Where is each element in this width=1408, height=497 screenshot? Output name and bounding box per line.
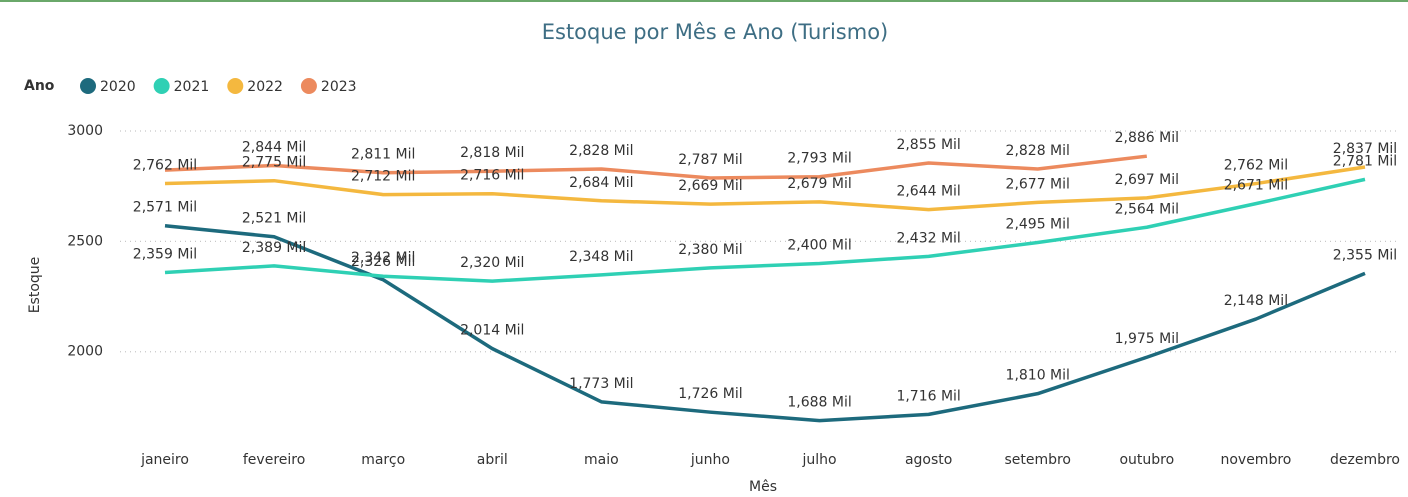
legend-label: 2023: [321, 79, 357, 95]
data-label: 2,828 Mil: [569, 143, 633, 159]
data-label: 2,014 Mil: [460, 323, 524, 339]
y-tick-label: 2500: [67, 233, 103, 249]
chart-title: Estoque por Mês e Ano (Turismo): [542, 20, 889, 44]
x-axis-label: Mês: [749, 479, 777, 495]
x-tick-label: dezembro: [1330, 452, 1400, 468]
data-label: 2,148 Mil: [1224, 293, 1288, 309]
data-label: 2,342 Mil: [351, 250, 415, 266]
data-label: 1,726 Mil: [678, 386, 742, 402]
data-label: 2,787 Mil: [678, 152, 742, 168]
x-tick-label: setembro: [1004, 452, 1071, 468]
data-label: 2,571 Mil: [133, 200, 197, 216]
x-tick-label: fevereiro: [243, 452, 305, 468]
data-label: 2,828 Mil: [1006, 143, 1070, 159]
data-label: 2,855 Mil: [896, 137, 960, 153]
data-label: 2,844 Mil: [242, 139, 306, 155]
series-line: [164, 165, 1366, 212]
legend-label: 2022: [247, 79, 283, 95]
x-tick-label: novembro: [1220, 452, 1291, 468]
series-line: [164, 154, 1148, 180]
y-axis-label: Estoque: [27, 257, 43, 314]
x-tick-label: julho: [801, 452, 836, 468]
data-label: 2,677 Mil: [1006, 176, 1070, 192]
legend-marker: [300, 78, 317, 94]
data-label: 2,684 Mil: [569, 175, 633, 191]
data-label: 2,716 Mil: [460, 168, 524, 184]
data-label: 2,697 Mil: [1115, 172, 1179, 188]
data-label: 2,380 Mil: [678, 242, 742, 258]
data-label: 2,432 Mil: [896, 230, 960, 246]
x-tick-label: outubro: [1119, 452, 1174, 468]
legend-label: 2020: [100, 79, 136, 95]
legend-label: 2021: [174, 79, 210, 95]
series-line: [164, 223, 1366, 423]
data-label: 2,671 Mil: [1224, 178, 1288, 194]
y-tick-label: 3000: [67, 123, 103, 139]
data-label: 2,762 Mil: [1224, 158, 1288, 174]
x-tick-label: maio: [584, 452, 619, 468]
data-label: 1,810 Mil: [1006, 368, 1070, 384]
data-label: 2,389 Mil: [242, 240, 306, 256]
data-label: 2,326 Mil: [351, 254, 415, 270]
data-label: 2,495 Mil: [1006, 216, 1070, 232]
data-label: 2,669 Mil: [678, 178, 742, 194]
data-label: 2,320 Mil: [460, 255, 524, 271]
data-label: 2,355 Mil: [1333, 247, 1397, 263]
data-label: 2,679 Mil: [787, 176, 851, 192]
data-label: 2,811 Mil: [351, 147, 415, 163]
x-tick-label: junho: [690, 452, 730, 468]
data-label: 1,773 Mil: [569, 376, 633, 392]
data-label: 2,564 Mil: [1115, 201, 1179, 217]
legend-marker: [153, 78, 170, 94]
data-label: 2,712 Mil: [351, 169, 415, 185]
data-label: 2,359 Mil: [133, 246, 197, 262]
data-label: 2,521 Mil: [242, 211, 306, 227]
x-tick-label: abril: [477, 452, 508, 468]
data-label: 2,762 Mil: [133, 158, 197, 174]
y-tick-label: 2000: [67, 344, 103, 360]
data-label: 2,348 Mil: [569, 249, 633, 265]
series-line: [164, 177, 1366, 283]
data-label: 2,818 Mil: [460, 145, 524, 161]
data-label: 2,793 Mil: [787, 151, 851, 167]
data-label: 2,644 Mil: [896, 184, 960, 200]
data-label: 2,781 Mil: [1333, 153, 1397, 169]
legend-title: Ano: [24, 78, 55, 94]
legend-marker: [227, 78, 244, 94]
data-label: 2,886 Mil: [1115, 130, 1179, 146]
legend-marker: [80, 78, 96, 94]
data-label: 1,975 Mil: [1115, 331, 1179, 347]
data-label: 1,688 Mil: [787, 395, 851, 411]
data-label: 1,716 Mil: [896, 388, 960, 404]
x-tick-label: agosto: [905, 452, 952, 468]
data-label: 2,837 Mil: [1333, 141, 1397, 157]
data-label: 2,775 Mil: [242, 155, 306, 171]
data-label: 2,400 Mil: [787, 237, 851, 253]
x-tick-label: janeiro: [140, 452, 189, 468]
x-tick-label: março: [361, 452, 405, 468]
